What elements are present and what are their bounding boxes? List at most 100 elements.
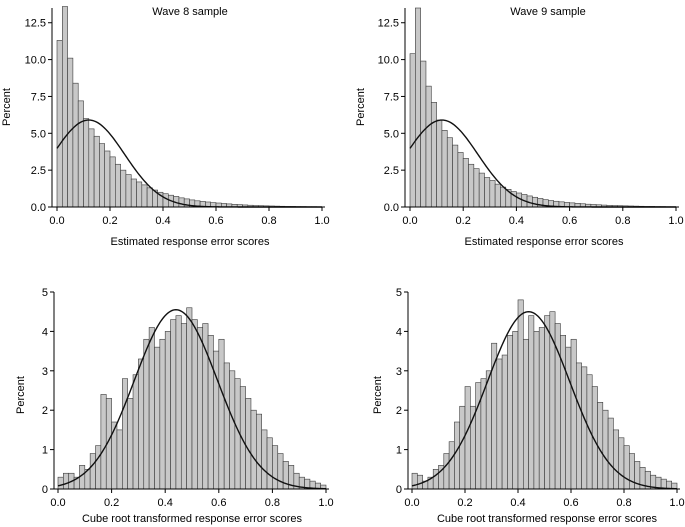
histogram-bar: [100, 394, 107, 490]
histogram-bar: [77, 100, 84, 208]
y-tick-label: 12.5: [378, 18, 399, 30]
y-tick-label: 10.0: [378, 55, 399, 67]
x-tick-label: 0.8: [615, 215, 630, 227]
histogram-bar: [409, 53, 416, 208]
histogram-bar: [115, 163, 121, 208]
histogram-bar: [575, 362, 582, 490]
histogram-bar: [83, 118, 90, 208]
y-tick-label: 0: [396, 484, 402, 496]
histogram-bar: [496, 358, 503, 490]
y-tick-label: 2: [396, 405, 402, 417]
histogram-bar: [446, 137, 453, 208]
histogram-bar: [457, 152, 464, 208]
y-tick-label: 3: [396, 366, 402, 378]
y-tick-label: 3: [42, 366, 48, 378]
x-tick-label: 0.2: [104, 497, 119, 509]
y-tick-label: 2.5: [384, 165, 399, 177]
x-tick-label: 0.0: [404, 497, 419, 509]
histogram-bar: [500, 186, 507, 208]
histogram-bar: [148, 327, 155, 490]
x-tick-label: 1.0: [318, 497, 333, 509]
x-tick-label: 0.0: [50, 497, 65, 509]
histogram-bar: [448, 441, 455, 490]
histogram-bar: [452, 144, 459, 208]
y-tick-label: 4: [396, 326, 402, 338]
x-tick-label: 0.0: [402, 215, 417, 227]
histogram-bars: [56, 6, 323, 208]
histogram-bar: [186, 307, 193, 490]
histogram-bar: [116, 429, 123, 490]
histogram-bar: [95, 445, 102, 490]
panel-wave8-raw: Wave 8 sample 0.02.55.07.510.012.5 0.0 0.…: [1, 6, 330, 248]
x-tick-label: 0.6: [562, 215, 577, 227]
histogram-bar: [462, 158, 469, 208]
histogram-bar: [72, 82, 79, 208]
panel-wave9-cuberoot: 0 1 2 3 4 5 0.0 0.2 0.4 0.6 0.8 1.0 Cube root tran…: [372, 287, 685, 525]
histogram-bar: [136, 181, 143, 208]
histogram-bar: [494, 183, 501, 208]
histogram-bar: [277, 453, 284, 490]
y-tick-label: 5.0: [31, 128, 46, 140]
histogram-bar: [197, 327, 204, 490]
histogram-bar: [607, 417, 614, 490]
histogram-bar: [162, 193, 169, 208]
histogram-bar: [63, 472, 70, 490]
x-tick-label: 0.4: [155, 215, 170, 227]
panel-title: Wave 9 sample: [510, 6, 585, 18]
histogram-bar: [130, 178, 137, 208]
histogram-bar: [132, 374, 139, 490]
x-tick-label: 0.4: [509, 215, 524, 227]
histogram-bar: [436, 119, 443, 208]
y-tick-label: 2.5: [31, 165, 46, 177]
histogram-bar: [517, 299, 524, 490]
x-tick-label: 0.2: [457, 497, 472, 509]
histogram-bar: [109, 156, 116, 208]
histogram-bar: [415, 7, 421, 208]
x-tick-label: 0.6: [211, 497, 226, 509]
x-tick-label: 0.2: [102, 215, 117, 227]
y-tick-label: 7.5: [384, 91, 399, 103]
histogram-bar: [475, 382, 482, 490]
histogram-bar: [120, 169, 127, 208]
histogram-bar: [88, 128, 95, 208]
x-tick-label: 0.8: [265, 497, 280, 509]
y-tick-label: 10.0: [25, 55, 46, 67]
y-ticks: 0.0 2.5 5.0 7.5 10.0 12.5: [378, 18, 405, 214]
histogram-bar: [411, 472, 418, 490]
histogram-bar: [443, 453, 450, 490]
y-tick-label: 12.5: [25, 18, 46, 30]
histogram-bar: [164, 331, 171, 490]
histogram-bar: [223, 362, 230, 490]
y-tick-label: 0.0: [384, 202, 399, 214]
histogram-bar: [473, 168, 480, 208]
histogram-bar: [512, 331, 519, 490]
histogram-bar: [141, 184, 148, 208]
histogram-bar: [478, 172, 485, 208]
histogram-bar: [468, 163, 475, 208]
histogram-bar: [256, 413, 262, 490]
histogram-bar: [125, 174, 132, 208]
y-tick-label: 7.5: [31, 91, 46, 103]
y-tick-label: 0.0: [31, 202, 46, 214]
x-tick-label: 0.2: [456, 215, 471, 227]
x-tick-label: 0.4: [158, 497, 173, 509]
histogram-bar: [127, 398, 134, 490]
histogram-bar: [218, 338, 225, 490]
histogram-bar: [430, 102, 437, 208]
x-tick-label: 0.6: [563, 497, 578, 509]
histogram-bar: [628, 453, 635, 490]
histogram-bar: [57, 476, 64, 490]
histogram-bar: [565, 346, 572, 490]
histogram-bar: [485, 370, 492, 490]
y-tick-label: 2: [42, 405, 48, 417]
histogram-bar: [99, 143, 106, 208]
histogram-bar: [613, 429, 620, 490]
histogram-bars: [57, 307, 327, 490]
histogram-bar: [61, 6, 68, 208]
histogram-bar: [154, 346, 161, 490]
histogram-bar: [489, 180, 496, 208]
y-tick-label: 1: [396, 445, 402, 457]
x-tick-label: 0.6: [208, 215, 223, 227]
histogram-bars: [411, 299, 678, 490]
